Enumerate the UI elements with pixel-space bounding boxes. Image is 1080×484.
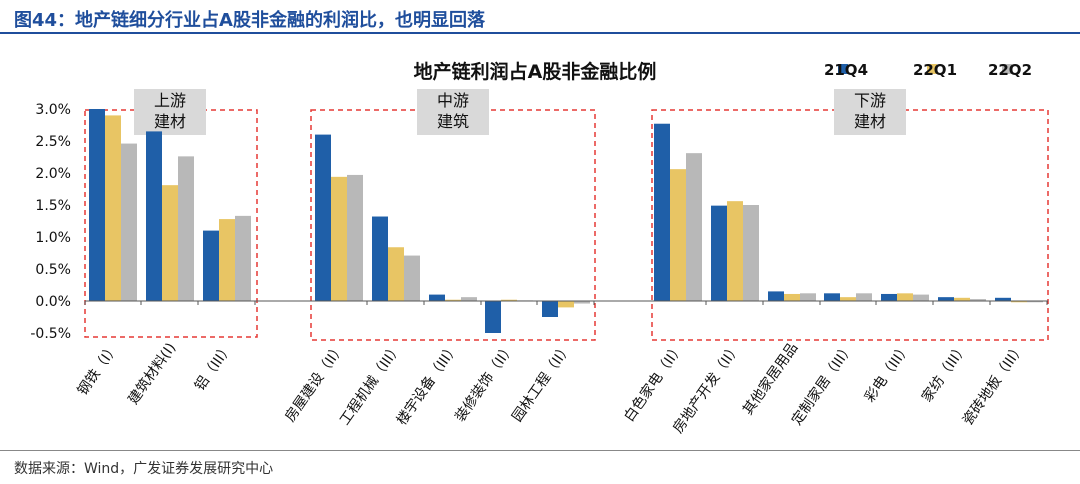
bar xyxy=(897,293,913,301)
bar xyxy=(388,247,404,301)
x-tick-label: 房屋建设（II） xyxy=(282,340,348,425)
bar xyxy=(1027,301,1043,303)
bar xyxy=(913,294,929,301)
group-label: 中游 xyxy=(437,91,469,110)
bar xyxy=(856,293,872,301)
x-tick-label: 瓷砖地板（III） xyxy=(960,340,1028,428)
x-tick-label: 彩电（III） xyxy=(862,340,914,405)
bar xyxy=(178,156,194,301)
x-tick-label: 铝（III） xyxy=(192,340,236,394)
bar xyxy=(105,115,121,302)
legend-label: 22Q2 xyxy=(988,61,1032,79)
bar xyxy=(485,301,501,333)
bar xyxy=(938,297,954,301)
bar xyxy=(711,205,727,301)
group-label-bg xyxy=(134,89,206,135)
bar xyxy=(727,201,743,301)
bar xyxy=(121,143,137,301)
x-tick-label: 钢铁（I） xyxy=(75,340,123,398)
bar xyxy=(315,134,331,301)
y-tick-label: 1.5% xyxy=(35,198,71,214)
bar xyxy=(654,123,670,301)
y-tick-label: 0.0% xyxy=(35,294,71,310)
chart-title: 地产链利润占A股非金融比例 xyxy=(414,60,657,83)
bar xyxy=(372,216,388,301)
bar xyxy=(995,297,1011,301)
bar xyxy=(881,293,897,301)
group-label: 上游 xyxy=(154,91,186,110)
legend-label: 21Q4 xyxy=(824,61,868,79)
group-label: 建筑 xyxy=(437,112,469,131)
y-tick-label: 0.5% xyxy=(35,262,71,278)
bar xyxy=(743,205,759,301)
bar xyxy=(954,297,970,301)
bar xyxy=(784,293,800,301)
x-tick-label: 园林工程（II） xyxy=(509,340,575,425)
y-tick-label: 3.0% xyxy=(35,102,71,118)
bar xyxy=(219,219,235,301)
y-tick-label: 2.0% xyxy=(35,166,71,182)
bar xyxy=(670,169,686,301)
bar xyxy=(89,109,105,301)
bar xyxy=(445,299,461,301)
bar xyxy=(840,297,856,301)
y-tick-label: -0.5% xyxy=(30,326,71,342)
legend-swatch xyxy=(1002,64,1012,74)
bar xyxy=(146,131,162,301)
bar xyxy=(235,215,251,301)
bar xyxy=(800,293,816,301)
x-tick-label: 工程机械（III） xyxy=(337,340,405,428)
bar xyxy=(824,293,840,301)
x-tick-label: 装修装饰（II） xyxy=(452,340,518,425)
bar xyxy=(574,301,590,304)
bar xyxy=(461,297,477,301)
group-label-bg xyxy=(417,89,489,135)
x-tick-label: 其他家居用品 xyxy=(739,340,801,419)
group-label: 建材 xyxy=(154,112,186,131)
x-tick-label: 建筑材料(I) xyxy=(125,340,179,407)
top-rule xyxy=(0,32,1080,34)
legend-swatch xyxy=(838,64,848,74)
legend-label: 22Q1 xyxy=(913,61,957,79)
source-note: 数据来源：Wind，广发证券发展研究中心 xyxy=(14,461,274,477)
legend-swatch xyxy=(927,64,937,74)
bar xyxy=(331,176,347,301)
figure-title: 图44：地产链细分行业占A股非金融的利润比，也明显回落 xyxy=(14,10,485,31)
bar xyxy=(429,294,445,301)
bottom-rule xyxy=(0,450,1080,451)
y-tick-label: 1.0% xyxy=(35,230,71,246)
group-label-bg xyxy=(834,89,906,135)
bar xyxy=(347,174,363,301)
bar xyxy=(542,301,558,317)
bar xyxy=(970,299,986,301)
x-tick-label: 白色家电（II） xyxy=(620,340,687,425)
bar xyxy=(686,153,702,301)
bar xyxy=(768,291,784,301)
group-label: 下游 xyxy=(854,91,886,110)
x-tick-label: 家纺（III） xyxy=(918,340,971,406)
bar xyxy=(1011,301,1027,303)
group-box xyxy=(310,109,596,341)
bar xyxy=(404,255,420,301)
group-label: 建材 xyxy=(854,112,886,131)
bar xyxy=(203,230,219,301)
bar xyxy=(558,301,574,308)
bar xyxy=(501,299,517,301)
bar xyxy=(162,185,178,301)
y-tick-label: 2.5% xyxy=(35,134,71,150)
